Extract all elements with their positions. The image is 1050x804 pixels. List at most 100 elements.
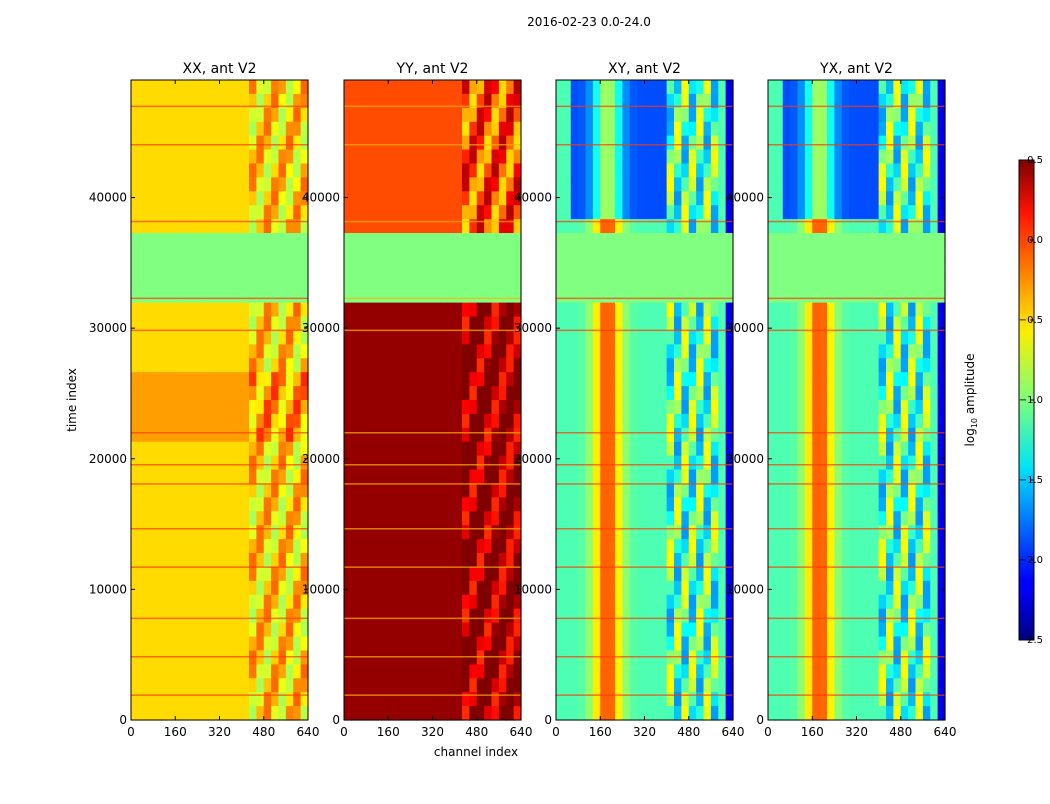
heatmap-cell [849,191,858,206]
heatmap-cell [629,233,638,248]
heatmap-cell [469,274,478,290]
heatmap-cell [234,539,243,554]
heatmap-cell [578,553,587,568]
heatmap-cell [674,93,682,109]
heatmap-cell [506,400,515,415]
heatmap-cell [403,149,411,165]
heatmap-cell [819,580,828,596]
heatmap-cell [425,344,434,359]
heatmap-cell [915,149,924,165]
heatmap-cell [417,260,426,276]
heatmap-cell [197,358,206,373]
heatmap-cell [615,692,623,707]
heatmap-cell [484,274,493,290]
heatmap-cell [615,219,623,234]
heatmap-cell [790,483,799,498]
heatmap-cell [351,650,360,665]
heatmap-cell [263,330,272,345]
heatmap-cell [190,260,198,276]
heatmap-cell [585,121,594,137]
heatmap-cell [219,191,228,206]
heatmap-cell [878,692,887,707]
heatmap-cell [190,107,198,123]
heatmap-cell [175,483,184,498]
heatmap-cell [681,135,690,151]
heatmap-cell [871,260,880,276]
heatmap-cell [592,539,601,554]
heatmap-cell [812,330,821,345]
heatmap-cell [153,413,162,429]
heatmap-cell [563,177,572,192]
heatmap-cell [167,455,176,471]
heatmap-cell [138,135,147,151]
heatmap-cell [725,93,734,109]
heatmap-cell [922,372,931,387]
heatmap-cell [893,163,902,178]
heatmap-cell [629,650,638,665]
heatmap-cell [219,469,228,485]
heatmap-cell [190,219,198,234]
heatmap-cell [622,260,631,276]
heatmap-stripe [344,656,521,658]
heatmap-cell [425,135,434,151]
heatmap-cell [841,93,850,109]
heatmap-cell [834,316,843,332]
heatmap-cell [797,205,806,220]
heatmap-cell [600,427,609,443]
heatmap-cell [775,664,784,679]
heatmap-cell [219,636,228,652]
heatmap-cell [768,706,776,721]
heatmap-cell [804,692,813,707]
heatmap-cell [659,121,668,137]
heatmap-cell [454,219,463,234]
heatmap-cell [403,413,411,429]
heatmap-cell [886,413,894,429]
heatmap-cell [563,427,572,443]
heatmap-cell [607,511,616,526]
heatmap-cell [563,483,572,498]
heatmap-cell [344,302,352,318]
heatmap-cell [600,664,609,679]
heatmap-cell [666,497,675,512]
heatmap-cell [651,93,660,109]
heatmap-cell [182,608,191,624]
heatmap-cell [556,80,564,95]
heatmap-cell [366,566,375,582]
heatmap-cell [469,650,478,665]
heatmap-cell [263,191,272,206]
heatmap-cell [395,260,404,276]
heatmap-cell [930,246,939,262]
heatmap-cell [373,525,382,540]
heatmap-cell [344,205,352,220]
heatmap-cell [718,566,727,582]
heatmap-cell [212,107,221,123]
heatmap-cell [498,511,507,526]
heatmap-cell [175,706,184,721]
heatmap-cell [725,121,734,137]
heatmap-cell [204,455,213,471]
heatmap-cell [863,149,872,165]
heatmap-cell [710,400,719,415]
heatmap-cell [145,358,154,373]
heatmap-cell [703,219,712,234]
heatmap-cell [167,358,176,373]
heatmap-cell [204,664,213,679]
heatmap-cell [197,636,206,652]
heatmap-cell [812,692,821,707]
heatmap-cell [234,497,243,512]
heatmap-cell [849,580,858,596]
heatmap-cell [138,219,147,234]
heatmap-cell [285,539,294,554]
heatmap-cell [651,650,660,665]
heatmap-cell [344,636,352,652]
heatmap-cell [454,566,463,582]
heatmap-cell [234,692,243,707]
heatmap-cell [498,441,507,457]
heatmap-cell [886,260,894,276]
heatmap-cell [696,469,705,485]
heatmap-cell [915,636,924,652]
heatmap-cell [930,107,939,123]
heatmap-cell [827,233,835,248]
heatmap-cell [681,622,690,638]
heatmap-cell [585,497,594,512]
